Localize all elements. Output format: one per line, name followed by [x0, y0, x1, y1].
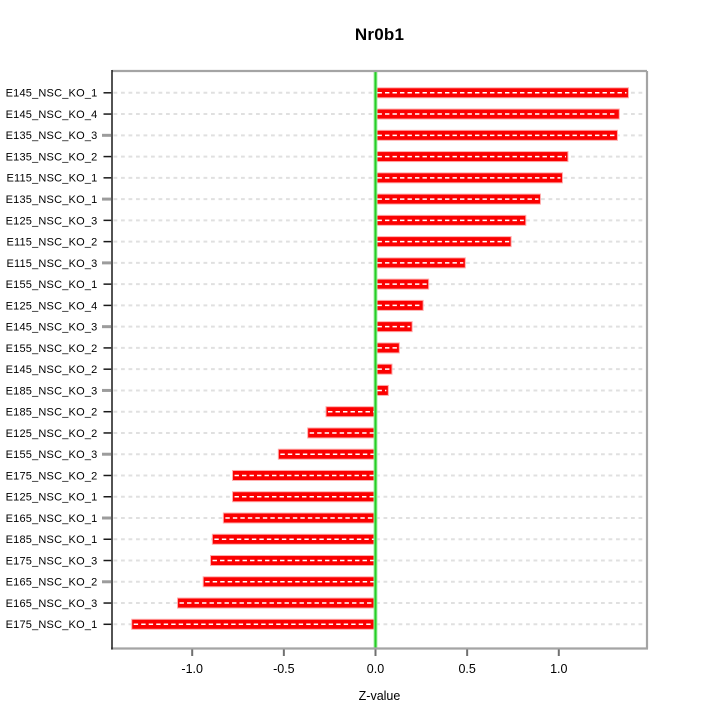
y-tick-label: E185_NSC_KO_1 [6, 534, 98, 546]
y-tick-label: E145_NSC_KO_1 [6, 88, 98, 100]
y-tick-label: E155_NSC_KO_2 [6, 343, 98, 355]
y-tick-label: E165_NSC_KO_3 [6, 598, 98, 610]
chart-title: Nr0b1 [354, 25, 405, 44]
x-tick-label: 0.5 [458, 662, 475, 676]
y-tick-label: E175_NSC_KO_1 [6, 619, 98, 631]
y-tick-label: E135_NSC_KO_1 [6, 194, 98, 206]
x-axis-title: Z-value [358, 689, 401, 703]
y-tick-label: E115_NSC_KO_1 [6, 173, 97, 185]
x-tick-label: -1.0 [181, 662, 203, 676]
bar [375, 214, 527, 226]
y-tick-label: E165_NSC_KO_2 [6, 577, 98, 589]
y-tick-label: E135_NSC_KO_2 [6, 151, 98, 163]
y-tick-label: E115_NSC_KO_3 [6, 258, 97, 270]
y-tick-label: E185_NSC_KO_3 [6, 385, 98, 397]
y-tick-label: E125_NSC_KO_1 [6, 492, 98, 504]
x-tick-label: 1.0 [550, 662, 567, 676]
x-tick-label: -0.5 [273, 662, 295, 676]
y-tick-label: E155_NSC_KO_3 [6, 449, 98, 461]
bar [222, 512, 376, 524]
y-tick-label: E125_NSC_KO_2 [6, 428, 98, 440]
x-tick-label: 0.0 [367, 662, 384, 676]
y-tick-label: E145_NSC_KO_4 [6, 109, 98, 121]
y-tick-label: E165_NSC_KO_1 [6, 513, 98, 525]
y-tick-label: E135_NSC_KO_3 [6, 130, 98, 142]
y-tick-label: E185_NSC_KO_2 [6, 407, 98, 419]
y-tick-label: E175_NSC_KO_2 [6, 470, 98, 482]
y-tick-label: E155_NSC_KO_1 [6, 279, 98, 291]
y-tick-label: E145_NSC_KO_2 [6, 364, 98, 376]
y-tick-label: E125_NSC_KO_4 [6, 300, 98, 312]
y-tick-label: E145_NSC_KO_3 [6, 322, 98, 334]
y-tick-label: E175_NSC_KO_3 [6, 555, 98, 567]
y-tick-label: E125_NSC_KO_3 [6, 215, 98, 227]
y-tick-label: E115_NSC_KO_2 [6, 237, 97, 249]
